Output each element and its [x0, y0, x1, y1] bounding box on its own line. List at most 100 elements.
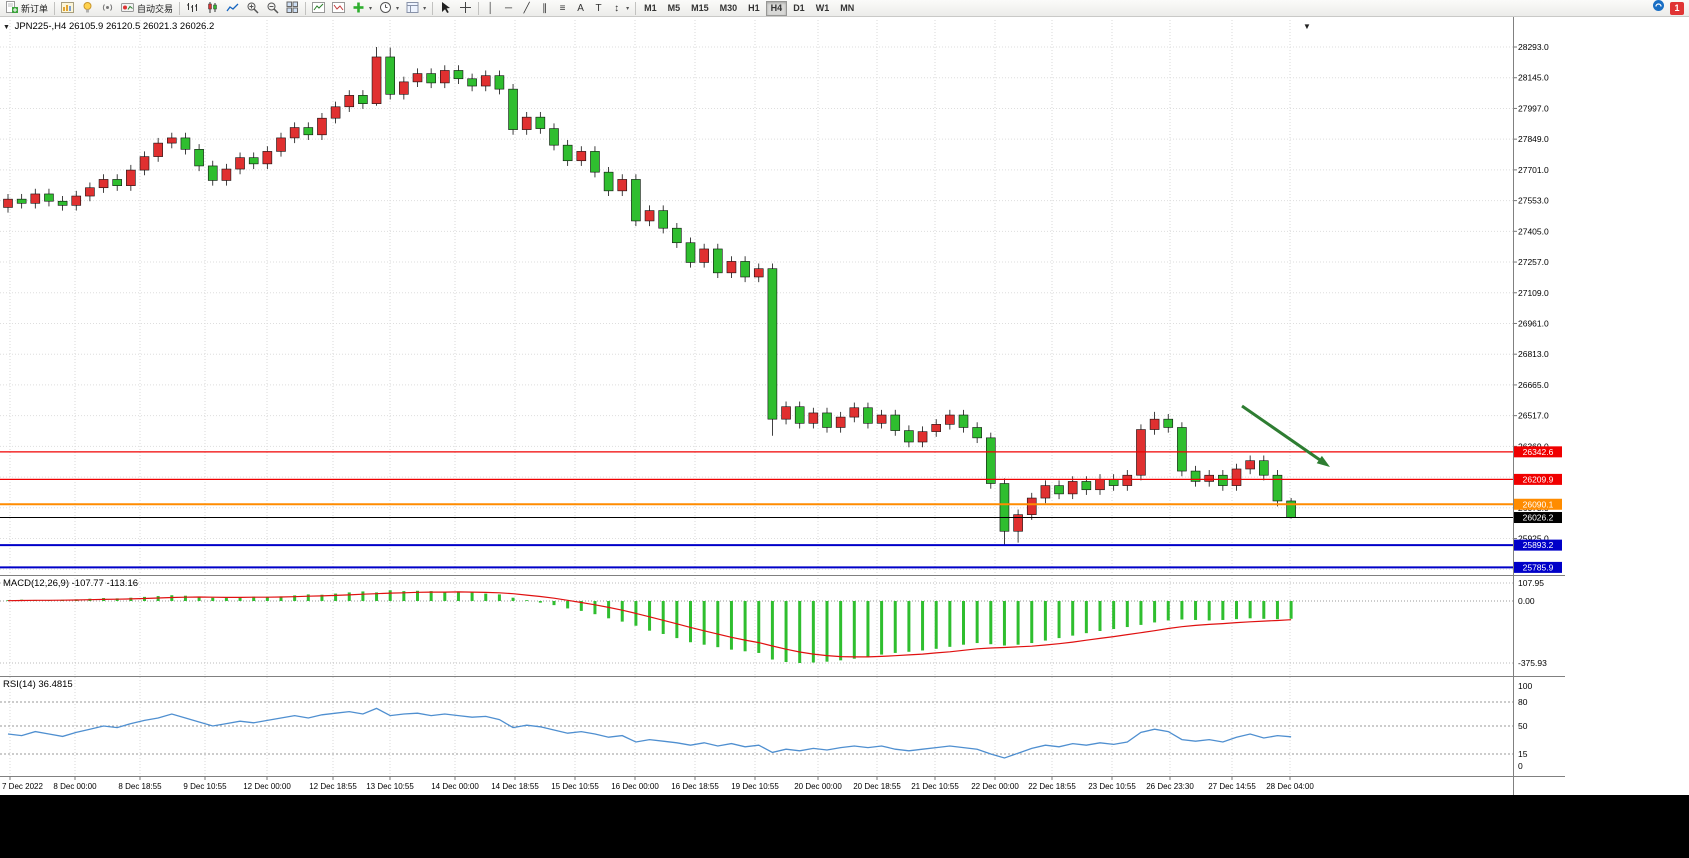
- svg-text:22 Dec 18:55: 22 Dec 18:55: [1028, 782, 1076, 791]
- signal-button[interactable]: [98, 1, 117, 16]
- cursor-icon: [439, 1, 452, 16]
- autotrade-label: 自动交易: [137, 3, 174, 14]
- svg-text:26813.0: 26813.0: [1518, 349, 1549, 359]
- tile-windows-button[interactable]: [283, 1, 302, 16]
- svg-text:26209.9: 26209.9: [1523, 474, 1554, 484]
- svg-text:16 Dec 00:00: 16 Dec 00:00: [611, 782, 659, 791]
- svg-text:25925.0: 25925.0: [1518, 534, 1549, 544]
- toolbar-separator: [179, 1, 181, 15]
- text-tool-button[interactable]: A: [572, 1, 589, 16]
- svg-text:26665.0: 26665.0: [1518, 380, 1549, 390]
- candles-chart-button[interactable]: [203, 1, 222, 16]
- svg-text:26026.2: 26026.2: [1523, 513, 1554, 523]
- bottom-black-bar: [0, 795, 1689, 858]
- add-indicator-button[interactable]: ▾: [349, 1, 375, 16]
- autotrade-button[interactable]: 自动交易: [118, 1, 176, 16]
- main-toolbar: 新订单 自动交易 ▾ ▾ ▾: [0, 0, 1689, 17]
- timeframe-h4[interactable]: H4: [765, 0, 788, 16]
- line-chart-button[interactable]: [223, 1, 242, 16]
- add-indicator-icon: [352, 1, 365, 16]
- svg-text:25785.9: 25785.9: [1523, 562, 1554, 572]
- chevron-down-icon: ▾: [369, 5, 373, 12]
- chart-canvas[interactable]: 28293.0 28145.0 27997.0 27849.0 27701.0 27553…: [0, 17, 1689, 795]
- new-order-label: 新订单: [21, 3, 49, 14]
- svg-text:28 Dec 04:00: 28 Dec 04:00: [1266, 782, 1314, 791]
- svg-text:13 Dec 10:55: 13 Dec 10:55: [366, 782, 414, 791]
- channel-button[interactable]: ∥: [536, 1, 553, 16]
- svg-text:27257.0: 27257.0: [1518, 257, 1549, 267]
- zoom-out-icon: [266, 1, 279, 16]
- cursor-button[interactable]: [436, 1, 455, 16]
- svg-text:20 Dec 00:00: 20 Dec 00:00: [794, 782, 842, 791]
- svg-text:26090.1: 26090.1: [1523, 499, 1554, 509]
- indicators-icon: [312, 1, 326, 16]
- svg-text:26961.0: 26961.0: [1518, 318, 1549, 328]
- label-tool-button[interactable]: T: [590, 1, 607, 16]
- timeframe-d1[interactable]: D1: [793, 2, 805, 13]
- bars-chart-button[interactable]: [183, 1, 202, 16]
- svg-text:12 Dec 18:55: 12 Dec 18:55: [309, 782, 357, 791]
- fibonacci-button[interactable]: ≡: [554, 1, 571, 16]
- price-axis[interactable]: 28293.0 28145.0 27997.0 27849.0 27701.0 27553…: [1513, 17, 1549, 795]
- svg-text:7 Dec 2022: 7 Dec 2022: [2, 782, 43, 791]
- vertical-line-icon: │: [487, 2, 494, 14]
- chevron-down-icon: ▾: [626, 5, 630, 12]
- timeframe-m15[interactable]: M15: [691, 2, 709, 13]
- toolbar-separator: [432, 1, 434, 15]
- trendline-button[interactable]: ╱: [518, 1, 535, 16]
- svg-text:12 Dec 00:00: 12 Dec 00:00: [243, 782, 291, 791]
- signal-icon: [101, 1, 114, 16]
- svg-text:27701.0: 27701.0: [1518, 165, 1549, 175]
- timeframe-w1[interactable]: W1: [815, 2, 830, 13]
- svg-text:15: 15: [1518, 749, 1528, 759]
- indicators-button[interactable]: [309, 1, 328, 16]
- timeframe-mn[interactable]: MN: [840, 2, 855, 13]
- zoom-in-icon: [246, 1, 259, 16]
- arrows-tool-button[interactable]: ↕ ▾: [608, 1, 632, 16]
- zoom-out-button[interactable]: [263, 1, 282, 16]
- svg-text:27997.0: 27997.0: [1518, 103, 1549, 113]
- svg-text:100: 100: [1518, 681, 1532, 691]
- svg-text:27849.0: 27849.0: [1518, 134, 1549, 144]
- period-clock-button[interactable]: ▾: [376, 1, 402, 16]
- svg-text:27 Dec 14:55: 27 Dec 14:55: [1208, 782, 1256, 791]
- svg-text:107.95: 107.95: [1518, 578, 1544, 588]
- vertical-line-button[interactable]: │: [482, 1, 499, 16]
- svg-text:14 Dec 18:55: 14 Dec 18:55: [491, 782, 539, 791]
- svg-text:23 Dec 10:55: 23 Dec 10:55: [1088, 782, 1136, 791]
- community-icon[interactable]: [1652, 0, 1666, 17]
- svg-text:-375.93: -375.93: [1518, 658, 1547, 668]
- timeframe-m30[interactable]: M30: [719, 2, 738, 13]
- new-order-button[interactable]: 新订单: [2, 0, 51, 16]
- crosshair-button[interactable]: [456, 1, 475, 16]
- profiles-button[interactable]: [329, 1, 348, 16]
- svg-text:27553.0: 27553.0: [1518, 196, 1549, 206]
- svg-text:26517.0: 26517.0: [1518, 411, 1549, 421]
- time-axis[interactable]: 7 Dec 2022 8 Dec 00:00 8 Dec 18:55 9 Dec 10…: [2, 776, 1314, 792]
- templates-button[interactable]: ▾: [403, 1, 429, 16]
- svg-text:25893.2: 25893.2: [1523, 540, 1554, 550]
- trend-arrow-annotation[interactable]: [1241, 404, 1330, 467]
- svg-text:27109.0: 27109.0: [1518, 288, 1549, 298]
- timeframe-m5[interactable]: M5: [667, 2, 681, 13]
- timeframe-h1[interactable]: H1: [748, 2, 760, 13]
- notification-badge[interactable]: 1: [1670, 1, 1684, 15]
- chart-region: 28293.0 28145.0 27997.0 27849.0 27701.0 27553…: [0, 17, 1689, 795]
- svg-text:14 Dec 00:00: 14 Dec 00:00: [431, 782, 479, 791]
- price-lines[interactable]: 26342.6 26209.9 26090.1 26026.2 25893.2 25785…: [0, 446, 1562, 573]
- crosshair-icon: [459, 1, 472, 16]
- chevron-down-icon: ▾: [396, 5, 400, 12]
- svg-text:8 Dec 00:00: 8 Dec 00:00: [53, 782, 97, 791]
- svg-text:26 Dec 23:30: 26 Dec 23:30: [1146, 782, 1194, 791]
- svg-text:16 Dec 18:55: 16 Dec 18:55: [671, 782, 719, 791]
- zoom-in-button[interactable]: [243, 1, 262, 16]
- svg-text:15 Dec 10:55: 15 Dec 10:55: [551, 782, 599, 791]
- chart-window-icon: [61, 1, 75, 16]
- candles-chart-icon: [206, 1, 219, 16]
- clock-icon: [379, 1, 392, 16]
- horizontal-line-button[interactable]: ─: [500, 1, 517, 16]
- timeframe-m1[interactable]: M1: [644, 2, 657, 13]
- timeframe-group: M1 M5 M15 M30 H1 H4 D1 W1 MN: [639, 0, 859, 16]
- chart-window-button[interactable]: [58, 1, 77, 16]
- bulb-button[interactable]: [78, 1, 97, 16]
